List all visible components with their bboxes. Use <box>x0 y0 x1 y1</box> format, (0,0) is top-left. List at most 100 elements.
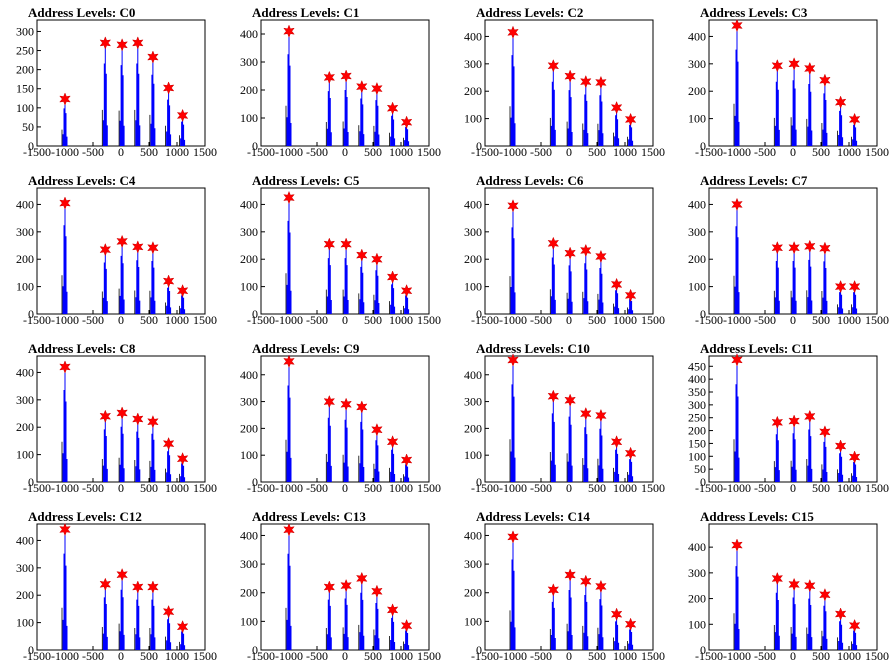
y-tick-label: 0 <box>252 643 258 657</box>
histogram-peak-5 <box>390 275 396 314</box>
peak-marker-4 <box>819 241 831 255</box>
x-tick-label: 1500 <box>865 649 889 663</box>
x-tick-label: -1000 <box>51 145 79 159</box>
y-tick-label: 400 <box>464 197 482 211</box>
x-tick-label: 1000 <box>613 145 637 159</box>
chart-panel-c12: Address Levels: C12 0 100 200 300 400 -1500 -10… <box>0 504 224 672</box>
peak-marker-5 <box>162 436 175 451</box>
histogram-peak-0 <box>286 523 292 650</box>
x-tick-label: -1500 <box>247 145 275 159</box>
y-tick-label: 300 <box>240 55 258 69</box>
chart-title: Address Levels: C2 <box>476 5 583 20</box>
chart-svg-c14: Address Levels: C14 0 100 200 300 400 -1500 -10… <box>464 509 665 663</box>
histogram-peak-0 <box>62 523 68 650</box>
histogram-peak-4 <box>598 79 604 146</box>
peak-marker-2 <box>788 57 800 71</box>
histogram-peak-6 <box>628 294 634 314</box>
x-tick-label: 500 <box>812 481 830 495</box>
peak-marker-2 <box>788 577 800 592</box>
chart-title: Address Levels: C6 <box>476 173 584 188</box>
histogram-peak-3 <box>807 243 813 314</box>
histogram-peak-1 <box>102 246 108 314</box>
x-tick-label: -500 <box>306 145 328 159</box>
x-tick-label: 0 <box>342 481 348 495</box>
x-tick-label: -500 <box>82 481 104 495</box>
chart-svg-c6: Address Levels: C6 0 100 200 300 400 -1500 -100… <box>464 173 665 327</box>
x-tick-label: -1500 <box>695 481 723 495</box>
y-tick-label: 200 <box>688 592 706 606</box>
peak-marker-0 <box>731 18 743 33</box>
x-tick-label: -1000 <box>51 481 79 495</box>
histogram-peak-5 <box>838 444 844 482</box>
histogram-peak-5 <box>614 439 620 482</box>
peak-marker-1 <box>323 237 336 251</box>
y-tick-label: 300 <box>240 557 258 571</box>
histogram-peak-3 <box>583 410 589 482</box>
histogram-peak-6 <box>180 289 186 314</box>
chart-panel-c6: Address Levels: C6 0 100 200 300 400 -1500 -100… <box>448 168 672 336</box>
histogram-peak-1 <box>326 583 332 650</box>
x-tick-label: -500 <box>306 313 328 327</box>
chart-title: Address Levels: C13 <box>252 509 366 524</box>
histogram-peak-1 <box>326 240 332 314</box>
histogram-peak-2 <box>343 72 349 146</box>
x-tick-label: 1500 <box>193 313 217 327</box>
chart-panel-c3: Address Levels: C3 0 100 200 300 400 -1500 -100… <box>672 0 896 168</box>
histogram-peak-4 <box>374 256 380 314</box>
x-tick-label: 500 <box>364 313 382 327</box>
chart-title: Address Levels: C15 <box>700 509 814 524</box>
chart-svg-c7: Address Levels: C7 0 100 200 300 400 -1500 -100… <box>688 173 889 327</box>
histogram-peak-0 <box>510 353 516 482</box>
chart-svg-c10: Address Levels: C10 0 100 200 300 400 -1500 -10… <box>464 341 665 495</box>
peak-marker-1 <box>323 394 336 409</box>
histogram-peak-4 <box>150 52 156 146</box>
peak-marker-3 <box>804 579 816 593</box>
peak-marker-0 <box>59 522 71 537</box>
peak-marker-5 <box>610 435 623 449</box>
y-tick-label: 400 <box>688 540 706 554</box>
chart-title: Address Levels: C11 <box>700 341 813 356</box>
peak-marker-5 <box>834 95 847 109</box>
histogram-peak-2 <box>791 244 797 314</box>
chart-title: Address Levels: C10 <box>476 341 590 356</box>
peak-marker-2 <box>116 234 128 249</box>
chart-svg-c1: Address Levels: C1 0 100 200 300 400 -1500 -100… <box>240 5 441 159</box>
peak-marker-2 <box>564 69 576 83</box>
histogram-peak-4 <box>374 588 380 650</box>
peak-marker-5 <box>162 81 175 95</box>
chart-panel-c14: Address Levels: C14 0 100 200 300 400 -1500 -10… <box>448 504 672 672</box>
histogram-peak-5 <box>166 85 172 146</box>
y-tick-label: 100 <box>16 101 34 115</box>
histogram-peak-6 <box>852 455 858 482</box>
x-tick-label: 500 <box>588 145 606 159</box>
y-tick-label: 300 <box>16 561 34 575</box>
y-tick-label: 400 <box>16 197 34 211</box>
x-tick-label: 500 <box>140 649 158 663</box>
peak-marker-1 <box>771 571 784 586</box>
x-tick-label: 0 <box>118 649 124 663</box>
y-tick-label: 300 <box>16 225 34 239</box>
histogram-peak-2 <box>791 59 797 146</box>
peak-marker-6 <box>848 279 861 294</box>
y-tick-label: 200 <box>464 84 482 98</box>
y-tick-label: 0 <box>476 643 482 657</box>
histogram-peak-3 <box>583 78 589 146</box>
peak-marker-2 <box>340 237 352 251</box>
histogram-peak-3 <box>583 247 589 314</box>
peak-marker-5 <box>386 435 399 449</box>
y-tick-label: 300 <box>688 225 706 239</box>
peak-marker-3 <box>132 580 144 594</box>
peak-marker-4 <box>371 252 383 266</box>
x-tick-label: 1000 <box>837 313 861 327</box>
y-tick-label: 100 <box>688 112 706 126</box>
peak-marker-3 <box>356 248 368 262</box>
chart-svg-c8: Address Levels: C8 0 100 200 300 400 -1500 -100… <box>16 341 217 495</box>
peak-marker-3 <box>132 412 144 426</box>
x-tick-label: -1000 <box>275 481 303 495</box>
histogram-peak-2 <box>567 571 573 650</box>
histogram-peak-1 <box>774 244 780 314</box>
peak-marker-4 <box>819 73 831 87</box>
x-tick-label: 1500 <box>641 481 665 495</box>
y-tick-label: 300 <box>464 557 482 571</box>
histogram-peak-5 <box>166 609 172 650</box>
